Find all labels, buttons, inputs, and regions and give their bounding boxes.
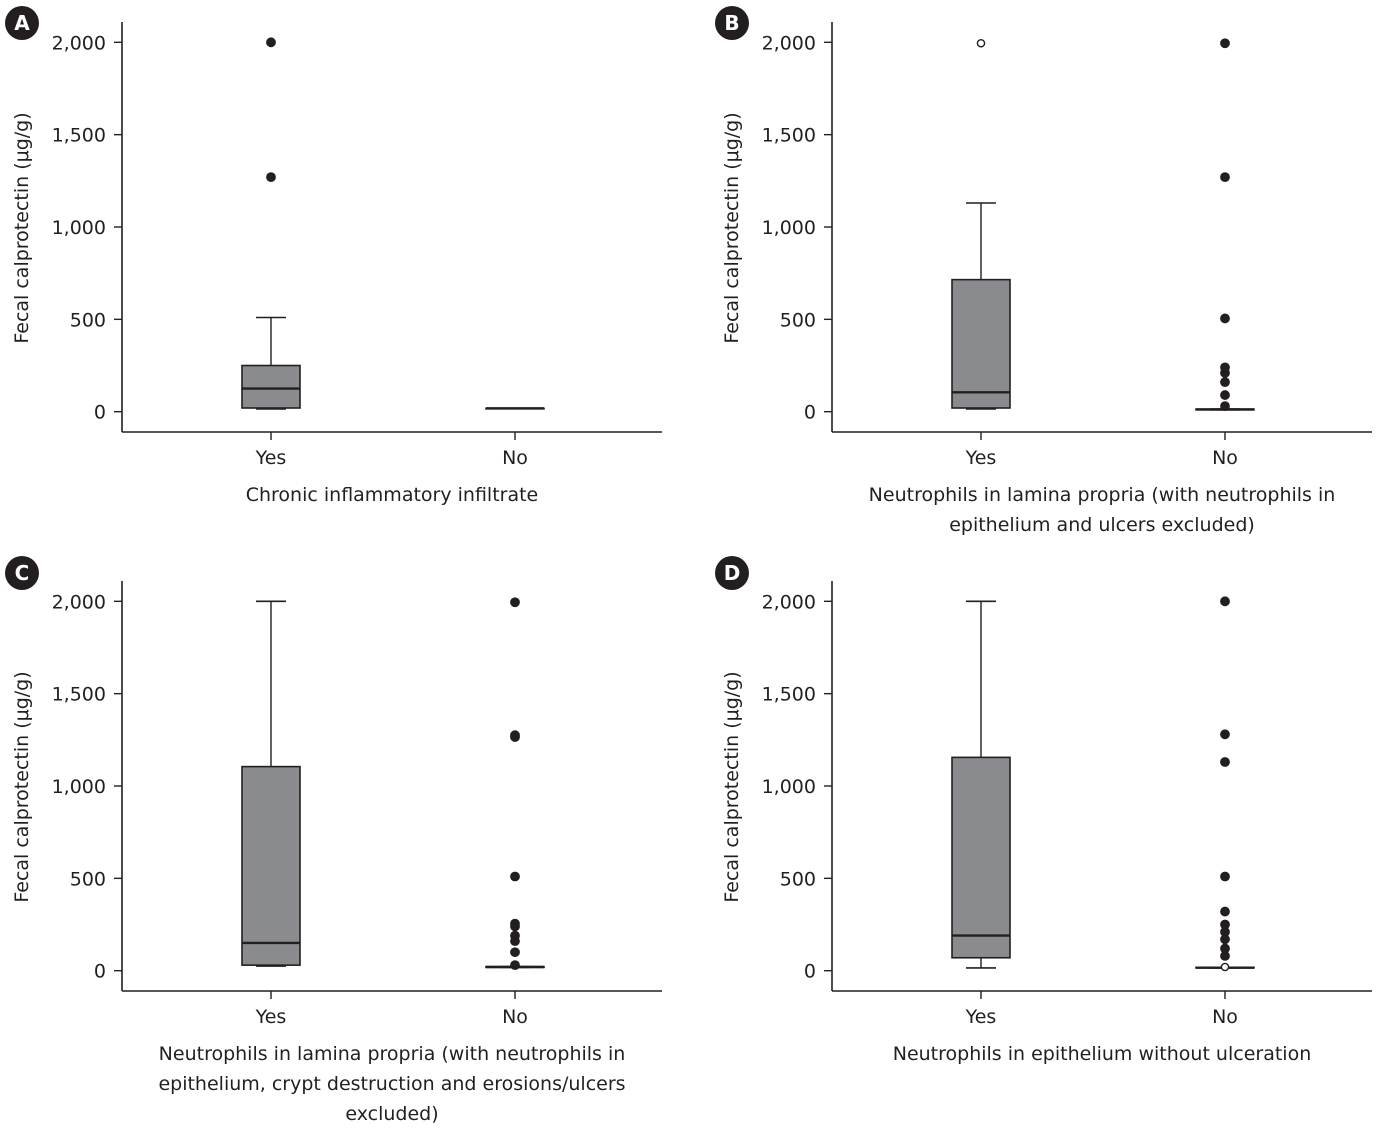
x-tick-label-b-0: Yes xyxy=(965,447,997,469)
outlier-d-no-6 xyxy=(1220,906,1230,917)
box-d-yes xyxy=(951,756,1011,959)
x-tick-label-a-0: Yes xyxy=(255,447,287,469)
x-tick-label-d-1: No xyxy=(1212,1006,1238,1028)
panel-label-b: B xyxy=(715,6,749,40)
outlier-d-no-10 xyxy=(1220,596,1230,607)
box-b-yes xyxy=(951,278,1011,409)
outlier-c-no-5 xyxy=(510,918,520,929)
outlier-d-no-2 xyxy=(1220,943,1230,954)
y-axis-title-a: Fecal calprotectin (μg/g) xyxy=(11,112,33,344)
chart-plot-b: 0 500 1,000 1,500 2,000 Yes No xyxy=(762,22,1372,469)
x-tick-label-c-1: No xyxy=(502,1006,528,1028)
chart-panel-d: 0 500 1,000 1,500 2,000 Yes No D Fecal calprot… xyxy=(710,556,1380,1108)
outlier-c-no-1 xyxy=(510,947,520,958)
y-tick-label-b-3: 1,500 xyxy=(762,125,816,147)
outlier-b-no-4 xyxy=(1220,362,1230,373)
outlier-a-yes-1 xyxy=(266,37,276,48)
panel-label-a: A xyxy=(5,6,39,40)
y-tick-label-c-2: 1,000 xyxy=(52,776,106,798)
outlier-a-yes-0 xyxy=(266,172,276,183)
outlier-b-no-7 xyxy=(1220,38,1230,49)
y-tick-label-b-2: 1,000 xyxy=(762,217,816,239)
y-tick-label-c-3: 1,500 xyxy=(52,684,106,706)
y-tick-label-d-3: 1,500 xyxy=(762,684,816,706)
y-tick-label-c-0: 0 xyxy=(94,961,106,983)
y-tick-label-b-4: 2,000 xyxy=(762,32,816,54)
y-axis-title-c: Fecal calprotectin (μg/g) xyxy=(11,671,33,903)
y-tick-label-a-3: 1,500 xyxy=(52,125,106,147)
outlier-d-no-5 xyxy=(1220,919,1230,930)
chart-plot-a: 0 500 1,000 1,500 2,000 Yes No xyxy=(52,22,662,469)
y-tick-label-b-1: 500 xyxy=(780,309,816,331)
y-tick-label-d-1: 500 xyxy=(780,868,816,890)
box-c-yes xyxy=(241,765,301,966)
y-tick-label-d-2: 1,000 xyxy=(762,776,816,798)
panel-label-c: C xyxy=(5,556,39,590)
outlier-b-no-1 xyxy=(1220,390,1230,400)
y-tick-label-d-0: 0 xyxy=(804,961,816,983)
y-tick-label-b-0: 0 xyxy=(804,402,816,424)
outlier-b-no-6 xyxy=(1220,172,1230,183)
outlier-c-no-8 xyxy=(510,730,520,741)
box-a-yes xyxy=(241,364,301,409)
x-tick-label-c-0: Yes xyxy=(255,1006,287,1028)
outlier-d-no-9 xyxy=(1220,729,1230,740)
chart-plot-c: 0 500 1,000 1,500 2,000 Yes No xyxy=(52,581,662,1028)
x-axis-title-b: Neutrophils in lamina propria (with neut… xyxy=(868,484,1336,536)
y-tick-label-d-4: 2,000 xyxy=(762,591,816,613)
x-tick-label-d-0: Yes xyxy=(965,1006,997,1028)
x-tick-label-b-1: No xyxy=(1212,447,1238,469)
y-tick-label-a-1: 500 xyxy=(70,309,106,331)
x-axis-title-a: Chronic inflammatory infiltrate xyxy=(245,484,539,506)
outlier-d-no-7 xyxy=(1220,871,1230,882)
outlier-c-no-6 xyxy=(510,871,520,882)
outlier-b-no-2 xyxy=(1220,377,1230,388)
outlier-c-no-9 xyxy=(510,597,520,608)
y-tick-label-c-1: 500 xyxy=(70,868,106,890)
x-axis-title-d: Neutrophils in epithelium without ulcera… xyxy=(892,1043,1312,1065)
chart-panel-c: 0 500 1,000 1,500 2,000 Yes No C Fecal calprot… xyxy=(0,556,690,1125)
outlier-b-no-5 xyxy=(1220,313,1230,324)
chart-panel-b: 0 500 1,000 1,500 2,000 Yes No B Fecal calprot… xyxy=(710,0,1380,549)
outlier-b-no-0 xyxy=(1220,401,1230,412)
y-tick-label-c-4: 2,000 xyxy=(52,591,106,613)
panel-label-d: D xyxy=(715,556,749,590)
outlier-b-yes-0 xyxy=(976,38,986,48)
y-axis-title-d: Fecal calprotectin (μg/g) xyxy=(721,671,743,903)
outlier-d-no-0 xyxy=(1220,962,1230,972)
outlier-c-no-3 xyxy=(510,930,520,941)
outlier-c-no-0 xyxy=(510,960,520,971)
y-tick-label-a-0: 0 xyxy=(94,402,106,424)
chart-plot-d: 0 500 1,000 1,500 2,000 Yes No xyxy=(762,581,1372,1028)
y-axis-title-b: Fecal calprotectin (μg/g) xyxy=(721,112,743,344)
y-tick-label-a-4: 2,000 xyxy=(52,32,106,54)
outlier-d-no-8 xyxy=(1220,757,1230,767)
chart-panel-a: 0 500 1,000 1,500 2,000 Yes No A Fecal calprot… xyxy=(0,0,690,549)
y-tick-label-a-2: 1,000 xyxy=(52,217,106,239)
x-axis-title-c: Neutrophils in lamina propria (with neut… xyxy=(158,1043,626,1125)
x-tick-label-a-1: No xyxy=(502,447,528,469)
